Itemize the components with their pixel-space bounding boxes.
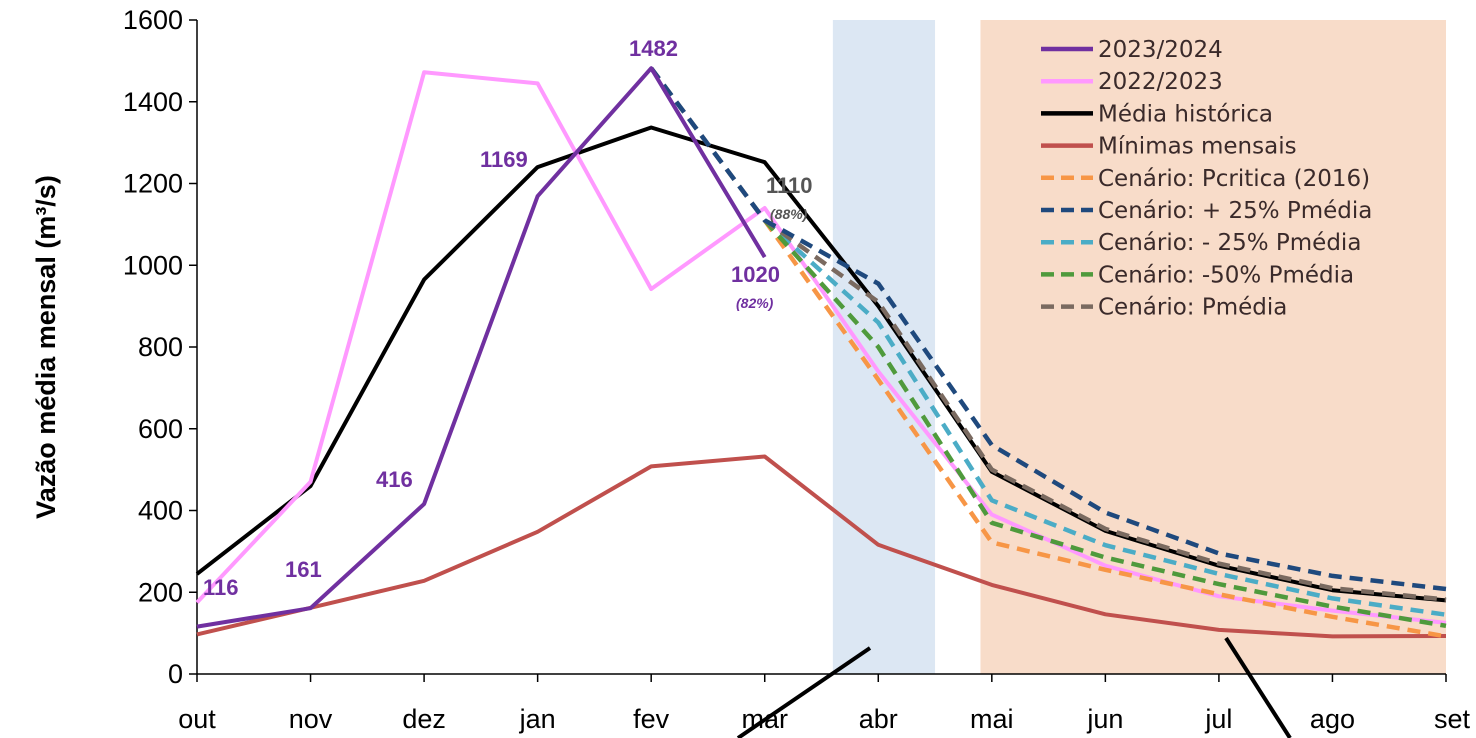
series-line-1 — [195, 70, 1447, 625]
x-tick-label: set — [1434, 704, 1471, 734]
shaded-periods — [832, 20, 1446, 674]
x-tick-label: jan — [519, 704, 556, 734]
series-line-3 — [196, 454, 1447, 639]
x-tick-label: jul — [1204, 704, 1232, 734]
legend-label-5: Cenário: + 25% Pmédia — [1098, 198, 1372, 224]
legend: 2023/2024 2022/2023 Média histórica Mínimas… — [1041, 37, 1372, 321]
pointer-line-right — [1224, 636, 1292, 738]
data-label: 1110 — [766, 173, 813, 198]
x-tick-label: dez — [402, 704, 446, 734]
y-tick-label: 1600 — [123, 5, 183, 35]
axes: 0 200 400 600 800 1000 1200 1400 1600 out nov dez ja… — [31, 5, 1470, 734]
y-tick-label: 400 — [138, 496, 183, 526]
data-label: 161 — [285, 557, 322, 582]
x-tick-label: nov — [289, 704, 333, 734]
legend-label-7: Cenário: -50% Pmédia — [1098, 262, 1354, 288]
legend-label-3: Mínimas mensais — [1098, 134, 1297, 160]
data-label: 416 — [376, 467, 413, 492]
series-line-8 — [649, 66, 1447, 602]
data-label: (88%) — [770, 206, 808, 222]
shaded-band-0 — [832, 20, 936, 674]
series-lines — [195, 66, 1447, 639]
y-tick-label: 800 — [138, 332, 183, 362]
data-label: 1482 — [629, 36, 678, 61]
y-axis-label: Vazão média mensal (m³/s) — [31, 175, 61, 519]
y-tick-label: 0 — [168, 659, 183, 689]
y-tick-label: 1200 — [123, 169, 183, 199]
x-tick-label: mai — [970, 704, 1014, 734]
y-tick-label: 1400 — [123, 87, 183, 117]
x-tick-label: ago — [1310, 704, 1355, 734]
legend-label-0: 2023/2024 — [1098, 37, 1223, 63]
legend-label-4: Cenário: Pcritica (2016) — [1098, 166, 1370, 192]
pointer-lines — [736, 636, 1292, 738]
series-line-5 — [649, 66, 1447, 592]
legend-label-1: 2022/2023 — [1098, 69, 1223, 95]
x-tick-label: abr — [859, 704, 898, 734]
legend-label-6: Cenário: - 25% Pmédia — [1098, 230, 1361, 256]
series-line-0 — [196, 66, 767, 629]
pointer-line-left — [736, 646, 872, 738]
data-labels: 116 161 416 1169 1482 1020 (82%) 1110 (88%) — [203, 36, 813, 600]
data-label: 116 — [203, 575, 239, 600]
series-line-6 — [763, 218, 1447, 617]
x-tick-label: fev — [633, 704, 670, 734]
legend-label-2: Média histórica — [1098, 101, 1273, 127]
legend-label-8: Cenário: Pmédia — [1098, 295, 1287, 321]
y-tick-label: 200 — [138, 577, 183, 607]
x-tick-label: jun — [1086, 704, 1123, 734]
series-line-4 — [762, 218, 1447, 639]
data-label: 1020 — [731, 262, 780, 287]
data-label: (82%) — [736, 295, 774, 311]
series-line-7 — [763, 218, 1447, 629]
y-tick-label: 600 — [138, 414, 183, 444]
y-tick-label: 1000 — [123, 250, 183, 280]
x-tick-label: out — [178, 704, 216, 734]
data-label: 1169 — [480, 147, 528, 172]
